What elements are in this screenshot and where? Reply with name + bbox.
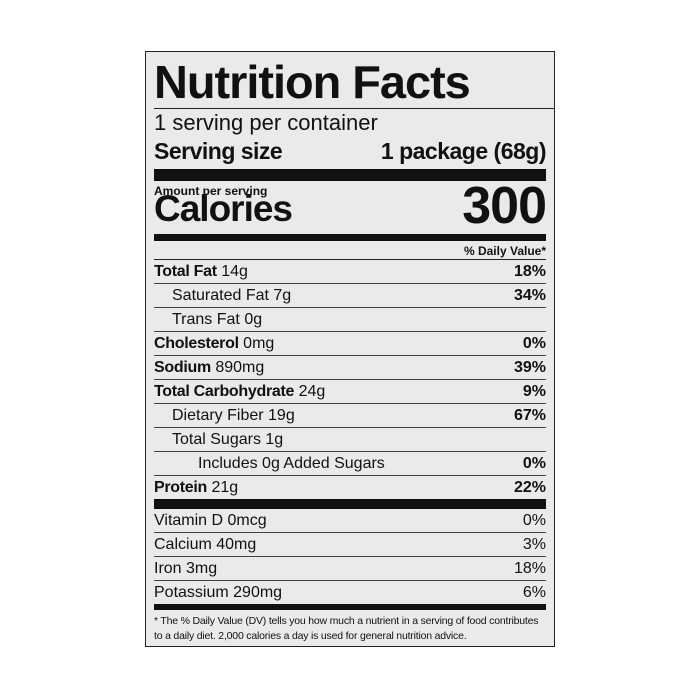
nutrient-name: Total Fat <box>154 263 217 280</box>
nutrient-row-total-fat: Total Fat 14g 18% <box>154 260 546 284</box>
nutrient-amount: 890mg <box>215 359 265 376</box>
vitamin-row-calcium: Calcium 40mg 3% <box>154 533 546 557</box>
nutrient-amount: 24g <box>298 383 326 400</box>
vitamin-amount: 40mg <box>216 536 257 553</box>
nutrient-row-saturated-fat: Saturated Fat 7g 34% <box>154 284 546 308</box>
vitamin-amount: 290mg <box>233 584 283 601</box>
nutrient-amount: 0g <box>244 311 263 328</box>
nutrient-name: Sodium <box>154 359 211 376</box>
nutrient-dv: 9% <box>522 383 546 400</box>
nutrition-facts-label: Nutrition Facts 1 serving per container … <box>145 51 555 647</box>
daily-value-footnote: * The % Daily Value (DV) tells you how m… <box>154 615 539 642</box>
vitamin-name: Potassium <box>154 584 229 601</box>
servings-per-container: 1 serving per container <box>154 110 378 135</box>
nutrient-dv: 18% <box>513 263 546 280</box>
vitamin-row-iron: Iron 3mg 18% <box>154 557 546 581</box>
label-title: Nutrition Facts <box>154 56 554 109</box>
nutrient-dv: 67% <box>513 407 546 424</box>
vitamin-amount: 3mg <box>186 560 218 577</box>
serving-size-value: 1 package (68g) <box>380 138 547 164</box>
nutrient-name: Protein <box>154 479 208 496</box>
serving-size-label: Serving size <box>154 138 283 164</box>
thick-divider <box>154 169 546 181</box>
nutrient-dv: 0% <box>522 455 546 472</box>
calories-label: Calories <box>154 188 293 229</box>
nutrient-row-protein: Protein 21g 22% <box>154 476 546 499</box>
nutrient-dv: 34% <box>513 287 546 304</box>
medium-divider <box>154 234 546 241</box>
nutrient-dv: 22% <box>513 479 546 496</box>
vitamin-row-potassium: Potassium 290mg 6% <box>154 581 546 604</box>
serving-size-row: Serving size 1 package (68g) <box>154 136 547 166</box>
nutrient-row-dietary-fiber: Dietary Fiber 19g 67% <box>154 404 546 428</box>
thick-divider <box>154 499 546 509</box>
nutrient-row-added-sugars: Includes 0g Added Sugars 0% <box>154 452 546 476</box>
nutrient-name: Includes 0g Added Sugars <box>198 455 385 472</box>
nutrient-amount: 1g <box>265 431 284 448</box>
calories-row: Calories 300 <box>154 180 547 232</box>
nutrient-amount: 7g <box>273 287 292 304</box>
footnote-divider <box>154 604 546 610</box>
nutrient-dv: 0% <box>522 335 546 352</box>
vitamin-dv: 3% <box>522 536 546 553</box>
vitamin-row-vitamin-d: Vitamin D 0mcg 0% <box>154 509 546 533</box>
nutrient-name: Total Sugars <box>172 431 261 448</box>
nutrient-amount: 14g <box>221 263 248 280</box>
nutrient-row-cholesterol: Cholesterol 0mg 0% <box>154 332 546 356</box>
nutrient-amount: 21g <box>211 479 239 496</box>
nutrient-row-sodium: Sodium 890mg 39% <box>154 356 546 380</box>
vitamin-amount: 0mcg <box>227 512 267 529</box>
vitamin-dv: 18% <box>513 560 546 577</box>
amount-per-serving: Amount per serving <box>154 184 268 198</box>
vitamin-name: Calcium <box>154 536 212 553</box>
vitamin-name: Iron <box>154 560 182 577</box>
calories-value: 300 <box>462 177 547 235</box>
vitamin-dv: 0% <box>522 512 546 529</box>
nutrient-row-total-carbohydrate: Total Carbohydrate 24g 9% <box>154 380 546 404</box>
nutrient-amount: 19g <box>268 407 295 424</box>
nutrient-name: Total Carbohydrate <box>154 383 295 400</box>
vitamin-name: Vitamin D <box>154 512 224 529</box>
nutrient-row-trans-fat: Trans Fat 0g <box>154 308 546 332</box>
nutrient-name: Saturated Fat <box>172 287 269 304</box>
nutrient-row-total-sugars: Total Sugars 1g <box>154 428 546 452</box>
nutrient-amount: 0mg <box>243 335 275 352</box>
vitamin-dv: 6% <box>522 584 546 601</box>
nutrient-name: Dietary Fiber <box>172 407 264 424</box>
daily-value-header: % Daily Value* <box>154 241 546 260</box>
nutrient-name: Trans Fat <box>172 311 240 328</box>
nutrient-dv: 39% <box>513 359 546 376</box>
nutrient-name: Cholesterol <box>154 335 239 352</box>
